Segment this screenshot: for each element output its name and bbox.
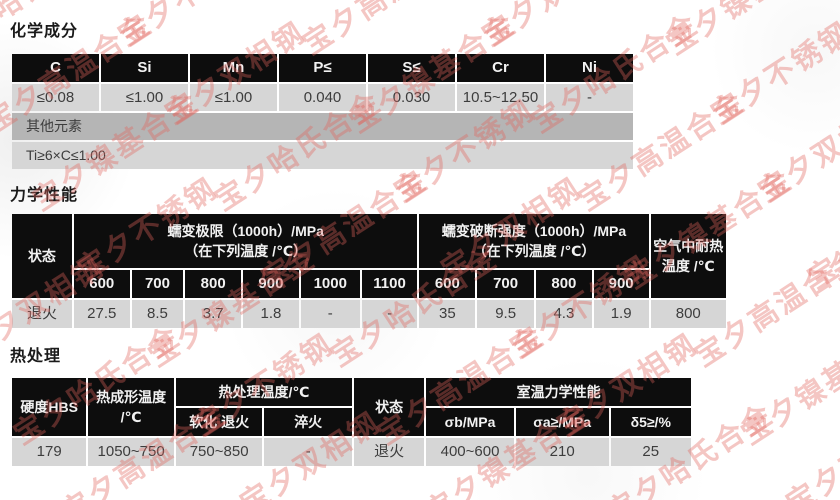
watermark-text: 宝夕不锈钢 bbox=[780, 406, 840, 500]
watermark-text: 宝夕哈氏合金 bbox=[802, 163, 840, 296]
mech-rupture-group-line1: 蠕变破断强度（1000h）/MPa bbox=[441, 222, 627, 239]
mech-temps-header-row: 600 700 800 900 1000 1100 600 700 800 90… bbox=[12, 270, 726, 298]
mech-creep-value: 1.8 bbox=[243, 300, 299, 328]
mechanical-properties-table: 状态 蠕变极限（1000h）/MPa （在下列温度 /℃） 蠕变破断强度（100… bbox=[10, 212, 728, 330]
mech-heat-resist-value: 800 bbox=[650, 300, 726, 328]
mech-creep-value: 27.5 bbox=[73, 300, 130, 328]
chem-value-c: ≤0.08 bbox=[12, 84, 99, 111]
chem-other-label-row: 其他元素 bbox=[12, 113, 633, 140]
mech-creep-group-header: 蠕变极限（1000h）/MPa （在下列温度 /℃） bbox=[73, 214, 418, 268]
chem-value-cr: 10.5~12.50 bbox=[457, 84, 544, 111]
chem-col-header-si: Si bbox=[101, 54, 188, 82]
mech-creep-temp-header: 600 bbox=[73, 270, 130, 298]
heat-sigma-b-value: 400~600 bbox=[426, 438, 514, 466]
chem-col-header-ni: Ni bbox=[546, 54, 633, 82]
heat-group-header-row: 硬度HBS 热成形温度 /℃ 热处理温度/℃ 状态 室温力学性能 bbox=[12, 378, 691, 436]
chem-col-header-c: C bbox=[12, 54, 99, 82]
chemical-composition-table: C Si Mn P≤ S≤ Cr Ni ≤0.08 ≤1.00 ≤1.00 0.… bbox=[10, 52, 635, 171]
chem-value-mn: ≤1.00 bbox=[190, 84, 277, 111]
chem-values-row: ≤0.08 ≤1.00 ≤1.00 0.040 0.030 10.5~12.50… bbox=[12, 84, 633, 111]
heat-state-header: 状态 bbox=[353, 378, 425, 436]
mech-group-header-row: 状态 蠕变极限（1000h）/MPa （在下列温度 /℃） 蠕变破断强度（100… bbox=[12, 214, 726, 298]
chem-value-s: 0.030 bbox=[368, 84, 455, 111]
mech-creep-value: - bbox=[361, 300, 418, 328]
heat-quench-header: 淬火 bbox=[264, 408, 352, 436]
mech-creep-group-line2: （在下列温度 /℃） bbox=[184, 243, 308, 259]
heat-softening-value: 750~850 bbox=[175, 438, 263, 466]
mech-rupture-temp-header: 700 bbox=[477, 270, 535, 298]
mech-creep-value: - bbox=[300, 300, 360, 328]
watermark-text: 宝夕不锈钢 bbox=[108, 0, 265, 54]
mech-creep-temp-header: 1000 bbox=[300, 270, 360, 298]
mech-rupture-value: 4.3 bbox=[536, 300, 592, 328]
watermark-text: 宝夕不锈钢 bbox=[705, 16, 840, 131]
heat-treatment-group-header: 热处理温度/℃ bbox=[175, 378, 352, 406]
mech-heat-resist-line2: 温度 /℃ bbox=[661, 258, 715, 274]
mech-creep-temp-header: 800 bbox=[185, 270, 242, 298]
chem-col-header-s: S≤ bbox=[368, 54, 455, 82]
chem-value-si: ≤1.00 bbox=[101, 84, 188, 111]
chem-value-p: 0.040 bbox=[279, 84, 366, 111]
section-title-mechanical-properties: 力学性能 bbox=[10, 187, 79, 204]
watermark-text: 宝夕双相钢 bbox=[472, 0, 629, 54]
mech-rupture-temp-header: 900 bbox=[593, 270, 649, 298]
heat-forming-header: 热成形温度 /℃ bbox=[88, 378, 174, 436]
chem-other-elements-value: Ti≥6×C≤1.00 bbox=[12, 142, 633, 169]
mech-state-value: 退火 bbox=[12, 300, 72, 328]
mech-creep-temp-header: 1100 bbox=[361, 270, 418, 298]
chem-value-ni: - bbox=[546, 84, 633, 111]
chem-header-row: C Si Mn P≤ S≤ Cr Ni bbox=[12, 54, 633, 82]
heat-data-row: 179 1050~750 750~850 - 退火 400~600 210 25 bbox=[12, 438, 691, 466]
heat-hardness-value: 179 bbox=[12, 438, 87, 466]
heat-sigma-b-header: σb/MPa bbox=[426, 408, 514, 436]
mech-rupture-group-header: 蠕变破断强度（1000h）/MPa （在下列温度 /℃） bbox=[419, 214, 649, 268]
heat-sigma-a-header: σa≥/MPa bbox=[515, 408, 609, 436]
heat-state-value: 退火 bbox=[353, 438, 425, 466]
mech-data-row: 退火 27.5 8.5 3.7 1.8 - - 35 9.5 4.3 1.9 8… bbox=[12, 300, 726, 328]
watermark-text: 宝夕双相钢 bbox=[752, 94, 840, 209]
mech-rupture-group-line2: （在下列温度 /℃） bbox=[472, 243, 596, 259]
mech-creep-temp-header: 700 bbox=[131, 270, 184, 298]
heat-forming-line2: /℃ bbox=[120, 409, 142, 425]
mech-creep-value: 8.5 bbox=[131, 300, 184, 328]
chem-col-header-p: P≤ bbox=[279, 54, 366, 82]
watermark-text: 宝夕镍基合金 bbox=[736, 319, 840, 452]
heat-sigma-a-value: 210 bbox=[515, 438, 609, 466]
heat-delta5-header: δ5≥/% bbox=[610, 408, 691, 436]
heat-delta5-value: 25 bbox=[610, 438, 691, 466]
mech-rupture-temp-header: 600 bbox=[419, 270, 476, 298]
chem-col-header-mn: Mn bbox=[190, 54, 277, 82]
heat-quench-value: - bbox=[264, 438, 352, 466]
mech-heat-resist-line1: 空气中耐热 bbox=[653, 237, 724, 254]
heat-softening-anneal-header: 软化 退火 bbox=[175, 408, 263, 436]
section-title-heat-treatment: 热处理 bbox=[10, 348, 62, 365]
mech-rupture-value: 9.5 bbox=[477, 300, 535, 328]
heat-hardness-header: 硬度HBS bbox=[12, 378, 87, 436]
chem-other-elements-label: 其他元素 bbox=[12, 113, 633, 140]
heat-forming-line1: 热成形温度 bbox=[96, 388, 167, 405]
mech-rupture-value: 35 bbox=[419, 300, 476, 328]
mech-creep-group-line1: 蠕变极限（1000h）/MPa bbox=[167, 222, 324, 239]
mech-creep-temp-header: 900 bbox=[243, 270, 299, 298]
mech-state-header: 状态 bbox=[12, 214, 72, 298]
mech-rupture-temp-header: 800 bbox=[536, 270, 592, 298]
chem-other-value-row: Ti≥6×C≤1.00 bbox=[12, 142, 633, 169]
chem-col-header-cr: Cr bbox=[457, 54, 544, 82]
mech-rupture-value: 1.9 bbox=[593, 300, 649, 328]
watermark-text: 宝夕镍基合金 bbox=[657, 0, 840, 63]
heat-treatment-table: 硬度HBS 热成形温度 /℃ 热处理温度/℃ 状态 室温力学性能 软化 退火 淬… bbox=[10, 376, 693, 468]
mech-heat-resist-header: 空气中耐热 温度 /℃ bbox=[650, 214, 726, 298]
mech-creep-value: 3.7 bbox=[185, 300, 242, 328]
heat-sub-header-row: 软化 退火 淬火 σb/MPa σa≥/MPa δ5≥/% bbox=[12, 408, 691, 436]
heat-room-group-header: 室温力学性能 bbox=[426, 378, 691, 406]
section-title-chemical-composition: 化学成分 bbox=[10, 23, 79, 40]
heat-forming-value: 1050~750 bbox=[88, 438, 174, 466]
